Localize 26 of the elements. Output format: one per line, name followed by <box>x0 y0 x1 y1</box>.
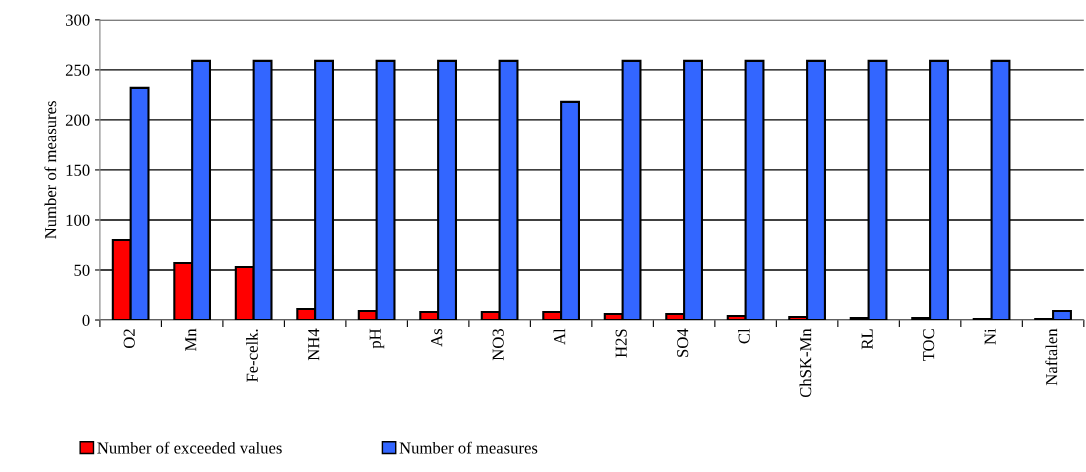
legend-label: Number of measures <box>399 441 538 454</box>
y-axis-title: Number of measures <box>44 101 57 239</box>
x-tick-label: SO4 <box>677 328 689 357</box>
x-tick-label: TOC <box>923 329 935 362</box>
x-tick-label: Naftalen <box>1045 328 1058 386</box>
x-tick-label: Mn <box>185 328 197 352</box>
x-tick-label: Al <box>553 328 566 345</box>
y-tick-label: 150 <box>66 164 90 176</box>
legend-label: Number of exceeded values <box>97 441 282 454</box>
y-tick-label: 50 <box>74 264 90 276</box>
y-tick-label: 300 <box>65 14 90 26</box>
y-tick-label: 200 <box>65 114 90 126</box>
x-tick-label: Cl <box>738 328 750 344</box>
x-tick-label: Ni <box>984 328 996 345</box>
x-tick-label: O2 <box>123 329 135 349</box>
y-tick-label: 250 <box>65 64 90 76</box>
y-tick-label: 0 <box>82 314 90 326</box>
x-tick-label: Fe-celk. <box>246 329 258 383</box>
x-tick-label: H2S <box>615 329 627 358</box>
x-tick-label: As <box>431 328 443 347</box>
x-tick-label: NH4 <box>308 328 320 361</box>
x-tick-label: RL <box>861 329 873 350</box>
x-tick-label: ChSK-Mn <box>799 328 812 398</box>
y-tick-label: 100 <box>66 214 90 226</box>
x-tick-label: NO3 <box>492 329 504 361</box>
x-tick-label: pH <box>369 328 385 349</box>
